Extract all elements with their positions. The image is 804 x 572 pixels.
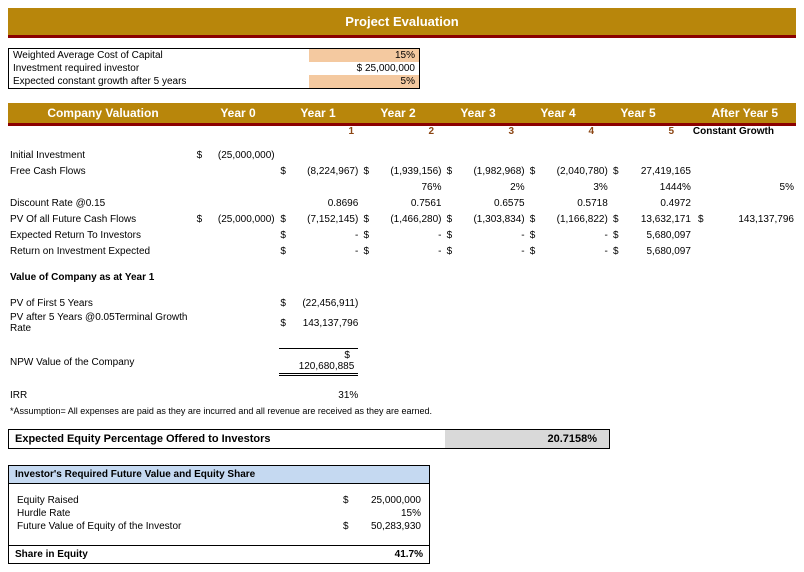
assumption-row: Investment required investor $ 25,000,00… — [9, 62, 419, 75]
footnote: *Assumption= All expenses are paid as th… — [8, 403, 796, 419]
discount-rate-row: Discount Rate @0.15 0.8696 0.7561 0.6575… — [8, 195, 796, 211]
pv-after5-row: PV after 5 Years @0.05Terminal Growth Ra… — [8, 311, 796, 335]
assumptions-box: Weighted Average Cost of Capital 15% Inv… — [8, 48, 420, 89]
pv-first5-row: PV of First 5 Years $(22,456,911) — [8, 295, 796, 311]
fcf-row: Free Cash Flows $(8,224,967) $(1,939,156… — [8, 163, 796, 179]
assumption-value: 5% — [309, 75, 419, 88]
roi-row: Return on Investment Expected $- $- $- $… — [8, 243, 796, 259]
share-value: 41.7% — [395, 549, 423, 560]
investor-title: Investor's Required Future Value and Equ… — [9, 466, 429, 484]
after-year-header: After Year 5 — [678, 106, 784, 120]
year-number-row: 1 2 3 4 5 Constant Growth — [8, 126, 796, 137]
expected-return-row: Expected Return To Investors $- $- $- $-… — [8, 227, 796, 243]
year-header: Year 3 — [438, 106, 518, 120]
constant-growth-label: Constant Growth — [678, 126, 778, 137]
year-header: Year 5 — [598, 106, 678, 120]
valuation-table: Initial Investment $(25,000,000) Free Ca… — [8, 147, 796, 419]
assumption-label: Investment required investor — [9, 62, 309, 75]
assumption-value: 15% — [309, 49, 419, 62]
year-header: Year 0 — [198, 106, 278, 120]
initial-investment-row: Initial Investment $(25,000,000) — [8, 147, 796, 163]
year-header: Year 1 — [278, 106, 358, 120]
assumption-row: Weighted Average Cost of Capital 15% — [9, 49, 419, 62]
pv-row: PV Of all Future Cash Flows $(25,000,000… — [8, 211, 796, 227]
irr-row: IRR 31% — [8, 387, 796, 403]
npv-row: NPW Value of the Company $120,680,885 — [8, 345, 796, 379]
pct-row: 76% 2% 3% 1444% 5% — [8, 179, 796, 195]
value-of-company-title: Value of Company as at Year 1 — [8, 269, 796, 285]
page-title-banner: Project Evaluation — [8, 8, 796, 38]
assumption-row: Expected constant growth after 5 years 5… — [9, 75, 419, 88]
equity-offered-label: Expected Equity Percentage Offered to In… — [9, 430, 445, 448]
valuation-header: Company Valuation Year 0 Year 1 Year 2 Y… — [8, 103, 796, 126]
year-header: Year 2 — [358, 106, 438, 120]
share-label: Share in Equity — [15, 549, 88, 560]
assumption-value: $ 25,000,000 — [309, 62, 419, 75]
investor-row: Future Value of Equity of the Investor $… — [15, 520, 423, 533]
npv-value: $120,680,885 — [279, 348, 359, 376]
equity-offered-box: Expected Equity Percentage Offered to In… — [8, 429, 610, 449]
year-header: Year 4 — [518, 106, 598, 120]
share-in-equity-row: Share in Equity 41.7% — [9, 545, 429, 563]
assumption-label: Expected constant growth after 5 years — [9, 75, 309, 88]
investor-row: Hurdle Rate 15% — [15, 507, 423, 520]
investor-row: Equity Raised $25,000,000 — [15, 494, 423, 507]
investor-box: Investor's Required Future Value and Equ… — [8, 465, 430, 564]
valuation-header-label: Company Valuation — [8, 106, 198, 120]
assumption-label: Weighted Average Cost of Capital — [9, 49, 309, 62]
equity-offered-value: 20.7158% — [445, 430, 609, 448]
